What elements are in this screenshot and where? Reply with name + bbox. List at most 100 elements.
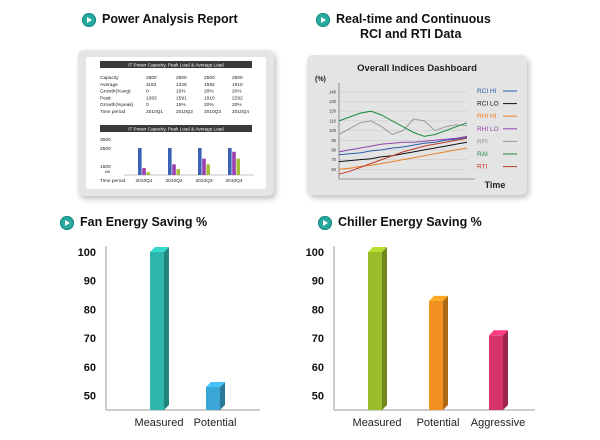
table-cell: 1592 bbox=[204, 82, 215, 88]
table-row-label: Growth(%peak) bbox=[100, 102, 134, 108]
bar-peak bbox=[172, 164, 176, 175]
y-tick-label: 70 bbox=[84, 333, 96, 345]
table-cell: 0 bbox=[146, 102, 149, 108]
table-cell: 15% bbox=[176, 102, 186, 108]
bar-potential bbox=[206, 387, 220, 410]
bar-measured bbox=[368, 252, 382, 410]
y-tick-label: 120 bbox=[329, 109, 337, 114]
table-cell: 20% bbox=[204, 89, 214, 95]
fan-energy-chart: 50 60 70 80 90 100 Measured Potential bbox=[78, 246, 260, 429]
y-tick-label: 140 bbox=[329, 89, 337, 94]
y-tick-label: 80 bbox=[84, 304, 96, 316]
table-row-label: Average bbox=[100, 82, 118, 88]
power-analysis-header: Power Analysis Report bbox=[82, 12, 238, 27]
bar-average bbox=[206, 164, 210, 175]
table-row-label: Time period bbox=[100, 109, 125, 115]
table-cell: 1910 bbox=[204, 95, 215, 101]
x-tick-label: 2010Q3 bbox=[195, 178, 212, 184]
y-tick-label: 110 bbox=[329, 118, 336, 123]
bar-top bbox=[489, 330, 508, 336]
legend-label: RCI LO bbox=[477, 101, 499, 108]
table-cell: 2010Q2 bbox=[176, 109, 193, 115]
bar-aggressive bbox=[489, 335, 503, 410]
bar-measured bbox=[150, 252, 164, 410]
legend-label: RHI LO bbox=[477, 126, 499, 133]
y-tick-label: 130 bbox=[329, 99, 337, 104]
bar-capacity bbox=[198, 148, 202, 175]
dashboard-card: Overall Indices Dashboard (%) 60 70 80 90 100 1… bbox=[307, 55, 527, 195]
x-axis-label: Time period bbox=[100, 178, 125, 184]
dashboard-svg: Overall Indices Dashboard (%) 60 70 80 90 100 1… bbox=[315, 63, 517, 190]
chiller-header: Chiller Energy Saving % bbox=[318, 215, 482, 230]
legend-label: RCI HI bbox=[477, 88, 497, 95]
bar-side bbox=[164, 247, 169, 410]
table-row-label: Capacity bbox=[100, 75, 119, 81]
y-tick-label: 80 bbox=[331, 147, 336, 152]
section-title: Chiller Energy Saving % bbox=[338, 215, 482, 229]
bar-capacity bbox=[138, 148, 142, 175]
x-tick-label: Potential bbox=[417, 417, 460, 429]
chevron-right-circle-icon bbox=[316, 13, 330, 27]
table-cell: 1383 bbox=[146, 95, 157, 101]
y-tick-label: 90 bbox=[331, 138, 336, 143]
bar-peak bbox=[202, 158, 206, 175]
x-tick-label: 2010Q1 bbox=[135, 178, 152, 184]
chevron-right-circle-icon bbox=[82, 13, 96, 27]
y-tick-label: 100 bbox=[78, 247, 96, 259]
legend-label: RPI bbox=[477, 138, 488, 145]
legend-label: RAI bbox=[477, 151, 488, 158]
chart-title-bar bbox=[100, 125, 252, 132]
table-cell: 1591 bbox=[176, 95, 187, 101]
series-line-rci-hi bbox=[338, 136, 468, 156]
series-line-rhi-lo bbox=[338, 135, 468, 153]
y-tick-label: 100 bbox=[306, 247, 324, 259]
bar-top bbox=[429, 295, 448, 301]
table-cell: 2010Q3 bbox=[204, 109, 221, 115]
table-cell: 2500 bbox=[146, 75, 157, 81]
section-title-line2: RCI and RTI Data bbox=[360, 27, 462, 41]
fan-header: Fan Energy Saving % bbox=[60, 215, 207, 230]
table-cell: 20% bbox=[204, 102, 214, 108]
bar-average bbox=[176, 169, 180, 175]
table-cell: 2500 bbox=[176, 75, 187, 81]
legend-label: RTI bbox=[477, 164, 488, 171]
table-cell: 2292 bbox=[232, 95, 243, 101]
y-tick-label: 90 bbox=[84, 276, 96, 288]
y-axis-label: (%) bbox=[315, 76, 326, 83]
table-title: IT Power Capacity, Peak Load & Average L… bbox=[128, 63, 224, 68]
x-tick-label: Aggressive bbox=[471, 417, 525, 429]
x-tick-label: Measured bbox=[353, 417, 402, 429]
table-cell: 20% bbox=[232, 102, 242, 108]
bar-capacity bbox=[228, 148, 232, 175]
table-cell: 1326 bbox=[176, 82, 187, 88]
legend-label: RHI HI bbox=[477, 113, 497, 120]
table-cell: 1153 bbox=[146, 82, 157, 88]
y-tick-label: 60 bbox=[331, 167, 336, 172]
y-tick-label: 60 bbox=[312, 362, 324, 374]
y-tick-label: 2500 bbox=[100, 146, 111, 152]
x-tick-label: Measured bbox=[135, 417, 184, 429]
table-cell: 20% bbox=[232, 89, 242, 95]
series-line-rti bbox=[338, 137, 468, 175]
y-tick-label: 70 bbox=[312, 333, 324, 345]
bar-top bbox=[206, 382, 225, 388]
section-title: Fan Energy Saving % bbox=[80, 215, 208, 229]
series-line-rpi bbox=[338, 118, 468, 136]
y-tick-label: 3000 bbox=[100, 137, 111, 143]
table-cell: 2010Q4 bbox=[232, 109, 249, 115]
series-line-rci-lo bbox=[338, 141, 468, 163]
y-unit-label: kW bbox=[105, 170, 111, 174]
y-tick-label: 60 bbox=[84, 362, 96, 374]
y-tick-label: 70 bbox=[331, 157, 336, 162]
bar-peak bbox=[232, 151, 236, 175]
section-title-line1: Real-time and Continuous bbox=[336, 12, 491, 26]
bar-side bbox=[503, 330, 508, 410]
x-tick-label: 2010Q2 bbox=[165, 178, 182, 184]
chevron-right-circle-icon bbox=[318, 216, 332, 230]
dashboard-title: Overall Indices Dashboard bbox=[357, 63, 477, 74]
bar-top bbox=[368, 247, 387, 252]
table-cell: 15% bbox=[176, 89, 186, 95]
x-tick-label: Potential bbox=[194, 417, 237, 429]
y-tick-label: 1500 bbox=[100, 164, 111, 170]
power-report-card: IT Power Capacity, Peak Load & Average L… bbox=[78, 50, 274, 196]
